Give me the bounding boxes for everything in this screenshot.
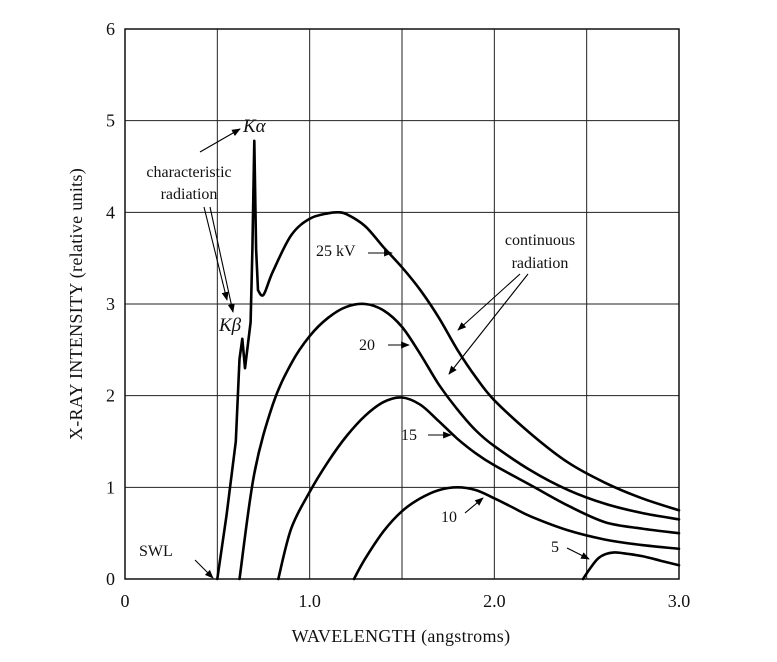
series-line-25kv (216, 139, 681, 581)
characteristic-arrow-left (203, 206, 229, 301)
kb-label: Kβ (218, 315, 242, 336)
label-20: 20 (359, 337, 375, 354)
x-tick-label: 2.0 (483, 591, 506, 611)
continuous-label-line2: radiation (512, 255, 569, 272)
x-tick-labels: 0 1.0 2.0 3.0 (121, 591, 691, 611)
series-curves (216, 139, 681, 581)
label-5: 5 (551, 539, 559, 556)
x-tick-label: 0 (121, 591, 130, 611)
arrow-5 (566, 547, 590, 560)
y-tick-label: 3 (106, 294, 115, 314)
y-tick-label: 5 (106, 111, 115, 131)
continuous-arrow-25kv (457, 273, 521, 331)
label-15: 15 (401, 427, 417, 444)
ka-label: Kα (242, 116, 267, 137)
continuous-label-line1: continuous (505, 232, 575, 249)
y-tick-labels: 0 1 2 3 4 5 6 (106, 19, 115, 589)
label-25kv: 25 kV (316, 243, 356, 260)
y-axis-title: X-RAY INTENSITY (relative units) (66, 168, 87, 440)
y-tick-label: 4 (106, 202, 115, 222)
series-line-15kv (277, 396, 681, 581)
y-tick-label: 6 (106, 19, 115, 39)
plot-frame (124, 28, 680, 580)
label-10: 10 (441, 509, 457, 526)
swl-label: SWL (139, 543, 173, 560)
characteristic-arrow-right (209, 206, 235, 313)
series-line-10kv (352, 486, 681, 581)
y-tick-label: 2 (106, 386, 115, 406)
ka-arrow (199, 128, 241, 153)
characteristic-label-line1: characteristic (146, 164, 231, 181)
y-tick-label: 0 (106, 569, 115, 589)
series-line-5kv (581, 551, 681, 581)
x-axis-title: WAVELENGTH (angstroms) (292, 626, 511, 647)
characteristic-label-line2: radiation (161, 186, 218, 203)
arrow-10 (464, 497, 484, 514)
x-tick-label: 1.0 (298, 591, 321, 611)
y-tick-label: 1 (106, 477, 115, 497)
grid (125, 29, 679, 579)
series-line-20kv (238, 302, 681, 581)
continuous-arrow-20 (448, 273, 529, 375)
x-tick-label: 3.0 (668, 591, 691, 611)
swl-arrow (194, 559, 214, 579)
